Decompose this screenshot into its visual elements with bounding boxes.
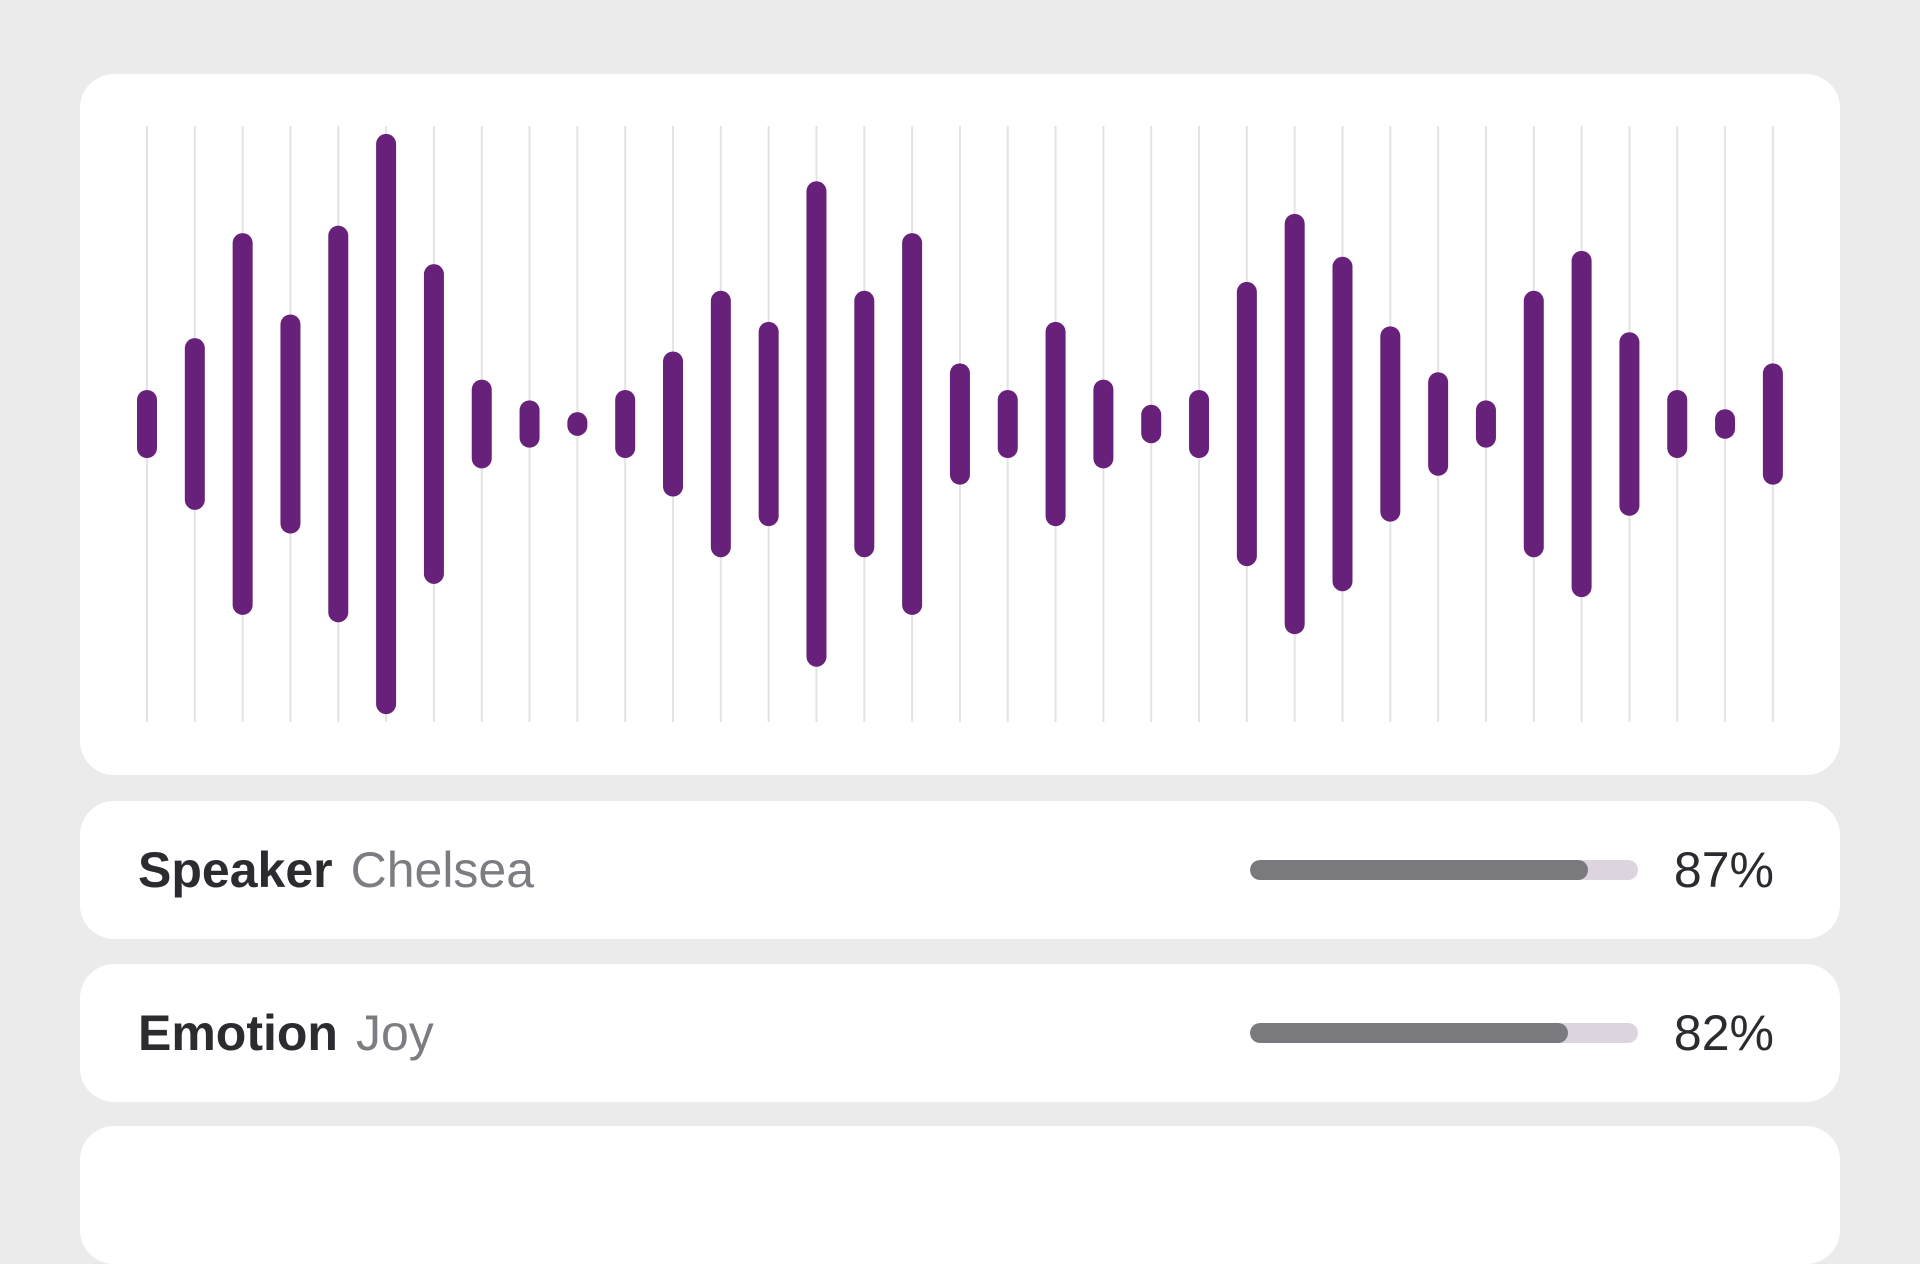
speaker-label-group: Speaker Chelsea (138, 801, 534, 939)
waveform-bar (328, 225, 349, 623)
waveform-bar (1715, 409, 1736, 439)
speaker-metric-card: Speaker Chelsea 87% (80, 801, 1840, 939)
emotion-metric-card: Emotion Joy 82% (80, 964, 1840, 1102)
waveform-bar (1093, 379, 1114, 469)
waveform-bar (949, 363, 970, 485)
emotion-confidence-bar (1250, 1023, 1638, 1043)
waveform-bar (806, 181, 827, 667)
waveform-bar (567, 412, 588, 436)
waveform-bar (902, 233, 923, 615)
waveform-bar (423, 264, 444, 584)
waveform-bar (519, 400, 540, 448)
waveform-bar (1523, 290, 1544, 558)
waveform-bar (232, 233, 253, 615)
waveform-bar (1475, 400, 1496, 448)
waveform-bar (1332, 256, 1353, 592)
speaker-confidence-bar (1250, 860, 1638, 880)
waveform-bar (376, 133, 397, 715)
waveform-bar (1141, 404, 1162, 444)
waveform-bar (184, 338, 205, 510)
emotion-value: Joy (355, 1005, 434, 1061)
waveform-bar (1284, 213, 1305, 635)
waveform-bar (1667, 389, 1688, 459)
waveform-bar (1236, 281, 1257, 567)
waveform-bar (710, 290, 731, 558)
waveform-bar (471, 379, 492, 469)
waveform-bar (615, 389, 636, 459)
waveform-bar (1189, 389, 1210, 459)
speaker-confidence-percent: 87% (1673, 842, 1774, 898)
speaker-confidence-fill (1250, 860, 1588, 880)
waveform-bar (137, 389, 157, 459)
partial-metric-card (80, 1126, 1840, 1264)
emotion-label-group: Emotion Joy (138, 964, 434, 1102)
waveform-bar (1571, 250, 1592, 598)
waveform-bar (1428, 372, 1449, 476)
waveform-bar (758, 321, 779, 527)
emotion-confidence-fill (1250, 1023, 1569, 1043)
waveform-bar (1619, 332, 1640, 516)
waveform-bar (854, 290, 875, 558)
waveform-bar (1045, 321, 1066, 527)
emotion-label: Emotion (138, 1005, 338, 1061)
speaker-value: Chelsea (350, 842, 535, 898)
waveform-bar (997, 389, 1018, 459)
waveform-card (80, 74, 1840, 775)
waveform-bar (663, 351, 684, 497)
waveform-bar (1762, 363, 1783, 485)
emotion-confidence-percent: 82% (1673, 1005, 1774, 1061)
waveform-bar (280, 314, 301, 534)
waveform-visualization (137, 126, 1783, 722)
speaker-label: Speaker (138, 842, 333, 898)
waveform-bar (1380, 326, 1401, 522)
